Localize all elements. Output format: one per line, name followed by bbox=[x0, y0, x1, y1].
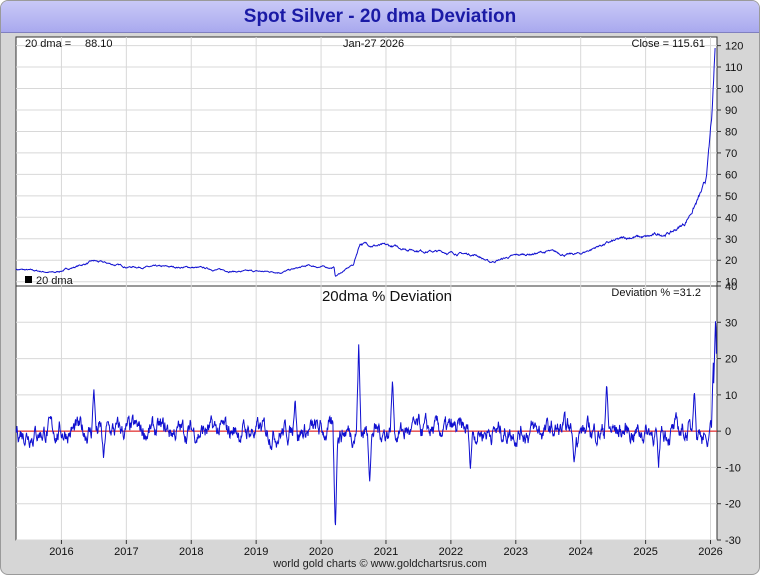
price-date: Jan-27 2026 bbox=[343, 38, 404, 50]
x-tick-label: 2016 bbox=[49, 546, 73, 558]
y-tick-label: 80 bbox=[725, 126, 737, 138]
chart-title: Spot Silver - 20 dma Deviation bbox=[243, 6, 517, 27]
price-panel bbox=[15, 36, 718, 287]
x-tick-label: 2022 bbox=[439, 546, 463, 558]
y-tick-label: 110 bbox=[725, 62, 743, 74]
title-bar: Spot Silver - 20 dma Deviation bbox=[1, 1, 759, 33]
y-tick-label: 0 bbox=[725, 426, 731, 438]
y-tick-label: 40 bbox=[725, 281, 737, 293]
dma-value: 88.10 bbox=[85, 38, 113, 50]
deviation-panel bbox=[15, 285, 718, 541]
y-tick-label: 70 bbox=[725, 148, 737, 160]
y-tick-label: 40 bbox=[725, 212, 737, 224]
deviation-series bbox=[15, 321, 717, 526]
x-tick-label: 2024 bbox=[568, 546, 592, 558]
y-tick-label: 90 bbox=[725, 105, 737, 117]
axis-ticks: 2016 2017 2018 2019 2020 2021 2022 2023 2024 2025… bbox=[49, 41, 743, 558]
y-tick-label: 10 bbox=[725, 277, 737, 289]
y-tick-label: 30 bbox=[725, 317, 737, 329]
y-tick-label: 10 bbox=[725, 390, 737, 402]
x-tick-label: 2018 bbox=[179, 546, 203, 558]
y-tick-label: 120 bbox=[725, 41, 743, 53]
legend-label: 20 dma bbox=[36, 275, 74, 287]
y-tick-label: 20 bbox=[725, 255, 737, 267]
x-tick-label: 2025 bbox=[633, 546, 657, 558]
legend-marker bbox=[25, 276, 32, 283]
grid bbox=[16, 37, 717, 541]
deviation-value: Deviation % =31.2 bbox=[611, 287, 701, 299]
y-tick-label: 60 bbox=[725, 169, 737, 181]
y-tick-label: 30 bbox=[725, 234, 737, 246]
price-series bbox=[15, 47, 716, 277]
y-tick-label: 100 bbox=[725, 84, 743, 96]
x-tick-label: 2017 bbox=[114, 546, 138, 558]
x-tick-label: 2026 bbox=[698, 546, 722, 558]
deviation-title: 20dma % Deviation bbox=[322, 288, 452, 305]
x-tick-label: 2021 bbox=[374, 546, 398, 558]
y-tick-label: -20 bbox=[725, 499, 741, 511]
price-line bbox=[15, 47, 716, 277]
y-tick-label: 50 bbox=[725, 191, 737, 203]
x-tick-label: 2023 bbox=[504, 546, 528, 558]
y-tick-label: -10 bbox=[725, 462, 741, 474]
x-tick-label: 2020 bbox=[309, 546, 333, 558]
y-tick-label: -30 bbox=[725, 535, 741, 547]
y-tick-label: 20 bbox=[725, 354, 737, 366]
dma-label: 20 dma = bbox=[25, 38, 71, 50]
x-tick-label: 2019 bbox=[244, 546, 268, 558]
close-value: Close = 115.61 bbox=[632, 38, 706, 50]
deviation-line bbox=[15, 321, 717, 526]
footer-credit: world gold charts © www.goldchartsrus.co… bbox=[273, 558, 487, 570]
